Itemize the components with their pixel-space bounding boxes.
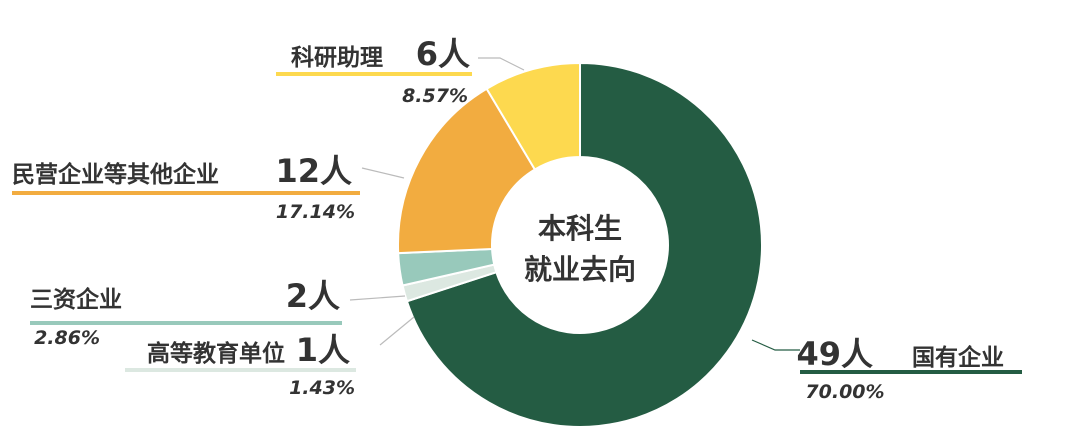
slice-name-label-4: 科研助理: [291, 44, 383, 71]
slice-percent-label-4: 8.57%: [402, 85, 468, 107]
slice-0: [405, 61, 763, 428]
leader-line-2: [349, 295, 406, 301]
center-title-line2: 就业去向: [524, 253, 636, 286]
slice-name-label-2: 三资企业: [30, 286, 122, 313]
slice-percent-label-2: 2.86%: [34, 327, 100, 349]
slice-percent-label-3: 17.14%: [276, 201, 355, 223]
slice-4: [485, 61, 581, 171]
slice-labels: 国有企业 49人 70.00% 高等教育单位 1人 1.43% 三资企业 2人 2.86% 民营企…: [12, 35, 1004, 403]
leader-line-1: [379, 316, 415, 346]
slice-count-label-4: 6人: [416, 35, 470, 73]
slice-count-label-3: 12人: [275, 152, 352, 190]
leader-lines: [12, 57, 1022, 374]
slice-percent-label-1: 1.43%: [289, 377, 355, 399]
slice-name-label-3: 民营企业等其他企业: [12, 161, 219, 188]
slice-percent-label-0: 70.00%: [805, 381, 884, 403]
leader-line-3: [361, 167, 405, 179]
center-title-line1: 本科生: [538, 212, 622, 245]
slice-3: [397, 87, 537, 255]
slice-count-label-0: 49人: [796, 335, 873, 373]
slice-count-label-1: 1人: [296, 331, 350, 369]
slice-count-label-2: 2人: [286, 277, 340, 315]
leader-line-4: [478, 57, 525, 71]
leader-line-0: [751, 339, 800, 351]
donut-slices: [397, 61, 763, 428]
slice-name-label-0: 国有企业: [912, 344, 1004, 371]
slice-name-label-1: 高等教育单位: [147, 340, 285, 367]
